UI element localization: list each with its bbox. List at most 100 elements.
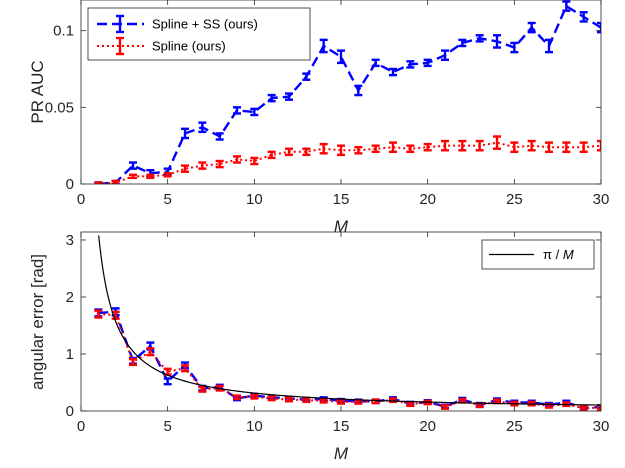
p1-s1-errbar-13 (302, 397, 311, 404)
p1-s1-errbar-30 (597, 404, 601, 411)
legend-top: Spline + SS (ours) Spline (ours) (87, 7, 311, 61)
ytick-label-1-3: 3 (66, 232, 74, 249)
legend-label-m-var: M (563, 247, 574, 262)
p0-s0-errbar-18 (389, 67, 397, 77)
p0-s1-errbar-4 (146, 173, 155, 180)
p0-s1-errbar-14 (319, 142, 328, 155)
p0-s0-errbar-30 (597, 21, 601, 34)
p0-s0-errbar-9 (233, 106, 241, 115)
legend-bottom: π / M (481, 239, 595, 270)
series-group-0 (94, 0, 601, 184)
p1-s1-errbar-3 (129, 357, 137, 367)
p0-s0-errbar-22 (458, 38, 467, 48)
p1-s1-errbar-4 (146, 347, 155, 357)
ytick-label-0-1: 0.05 (45, 99, 74, 116)
xtick-label-0-0: 0 (77, 191, 85, 208)
p0-s1-errbar-11 (267, 150, 276, 160)
xtick-label-0-1: 5 (163, 191, 171, 208)
xtick-label-0-6: 30 (593, 191, 610, 208)
p0-s1-errbar-23 (475, 139, 484, 152)
top-xlabel: M (334, 217, 349, 236)
p1-s1-errbar-1 (94, 309, 103, 319)
p0-s0-errbar-7 (198, 121, 207, 134)
xtick-label-0-2: 10 (246, 191, 263, 208)
p0-s0-line (98, 4, 601, 184)
xtick-label-1-1: 5 (163, 418, 171, 435)
p0-s1-errbar-19 (406, 144, 415, 154)
pr-auc-chart: 0 5 10 15 20 25 30 0 0.05 0.1 PR AUC M Spline + S… (28, 0, 609, 236)
p0-s0-errbar-12 (285, 92, 293, 101)
p0-s1-line (98, 141, 601, 184)
p0-s1-errbar-10 (250, 156, 259, 166)
p0-s0-errbar-25 (510, 41, 519, 54)
p0-s0-errbar-23 (475, 34, 484, 43)
p0-s0-errbar-19 (406, 60, 415, 69)
p0-s0-errbar-8 (215, 132, 224, 141)
p0-s0-errbar-21 (441, 49, 449, 61)
p0-s1-errbar-6 (181, 164, 189, 173)
legend-top-box (87, 7, 311, 61)
p0-s0-errbar-16 (354, 84, 363, 97)
xtick-label-1-4: 20 (419, 418, 436, 435)
p0-s0-errbar-24 (493, 34, 501, 49)
p0-s1-errbar-7 (198, 161, 207, 170)
p1-s1-errbar-9 (233, 394, 241, 401)
xtick-label-1-0: 0 (77, 418, 85, 435)
p1-s1-errbar-7 (198, 385, 207, 393)
xtick-label-0-5: 25 (506, 191, 523, 208)
bottom-xlabel: M (334, 444, 349, 463)
p0-s1-errbar-12 (285, 147, 293, 157)
xtick-label-1-6: 30 (593, 418, 610, 435)
p0-s0-errbar-14 (319, 38, 328, 54)
p0-s0-errbar-13 (302, 72, 311, 81)
p0-s1-errbar-9 (233, 155, 241, 164)
p0-s1-errbar-27 (545, 141, 553, 154)
bottom-ylabel: angular error [rad] (28, 254, 47, 390)
p1-s1-errbar-12 (285, 396, 293, 403)
ytick-label-0-2: 0.1 (53, 23, 74, 40)
ytick-label-1-1: 1 (66, 346, 74, 363)
ytick-label-1-0: 0 (66, 403, 74, 420)
p0-s0-errbar-26 (527, 21, 536, 34)
p0-s0-errbar-17 (371, 58, 380, 68)
xtick-label-1-3: 15 (333, 418, 350, 435)
angular-error-chart: 0 5 10 15 20 25 30 0 1 2 3 angular error [rad] M π… (28, 231, 610, 463)
p0-s1-errbar-26 (527, 139, 536, 152)
p1-s1-errbar-11 (267, 395, 276, 402)
p0-s1-errbar-25 (510, 141, 519, 154)
p0-s1-errbar-20 (423, 142, 432, 152)
p0-s1-errbar-21 (441, 139, 449, 152)
p0-s1-errbar-28 (562, 141, 571, 154)
legend-label-pi-over-m: π / M (543, 247, 574, 262)
series-group-1 (94, 235, 601, 411)
p1-s1-errbar-19 (406, 401, 415, 408)
p0-s0-errbar-29 (579, 11, 588, 23)
p0-s1-errbar-29 (579, 141, 588, 154)
p0-s0-errbar-3 (129, 161, 137, 170)
p0-s1-errbar-1 (94, 181, 103, 184)
p0-s1-errbar-13 (302, 147, 311, 157)
p0-s1-errbar-15 (337, 144, 345, 157)
p1-s1-errbar-21 (441, 404, 449, 410)
p0-s1-errbar-3 (129, 173, 137, 180)
xtick-label-0-4: 20 (419, 191, 436, 208)
legend-label-spline-ss: Spline + SS (ours) (152, 17, 258, 32)
p0-s1-errbar-30 (597, 139, 601, 152)
p0-s0-errbar-28 (562, 0, 571, 12)
p0-s1-errbar-16 (354, 145, 363, 155)
ytick-label-1-2: 2 (66, 289, 74, 306)
p1-s0-errbar-5 (163, 377, 172, 386)
p1-s1-errbar-29 (579, 405, 588, 411)
p0-s0-errbar-6 (181, 127, 189, 140)
p0-s1-errbar-18 (389, 141, 397, 154)
p1-s1-errbar-15 (337, 398, 345, 405)
p0-s1-errbar-2 (111, 179, 120, 184)
p0-s1-errbar-8 (215, 159, 224, 169)
legend-label-pi-prefix: π / (543, 247, 563, 262)
ytick-label-0-0: 0 (66, 176, 74, 193)
xtick-label-1-5: 25 (506, 418, 523, 435)
p1-s1-errbar-2 (111, 310, 120, 320)
p0-s0-errbar-11 (267, 93, 276, 103)
p0-s1-errbar-22 (458, 139, 467, 152)
